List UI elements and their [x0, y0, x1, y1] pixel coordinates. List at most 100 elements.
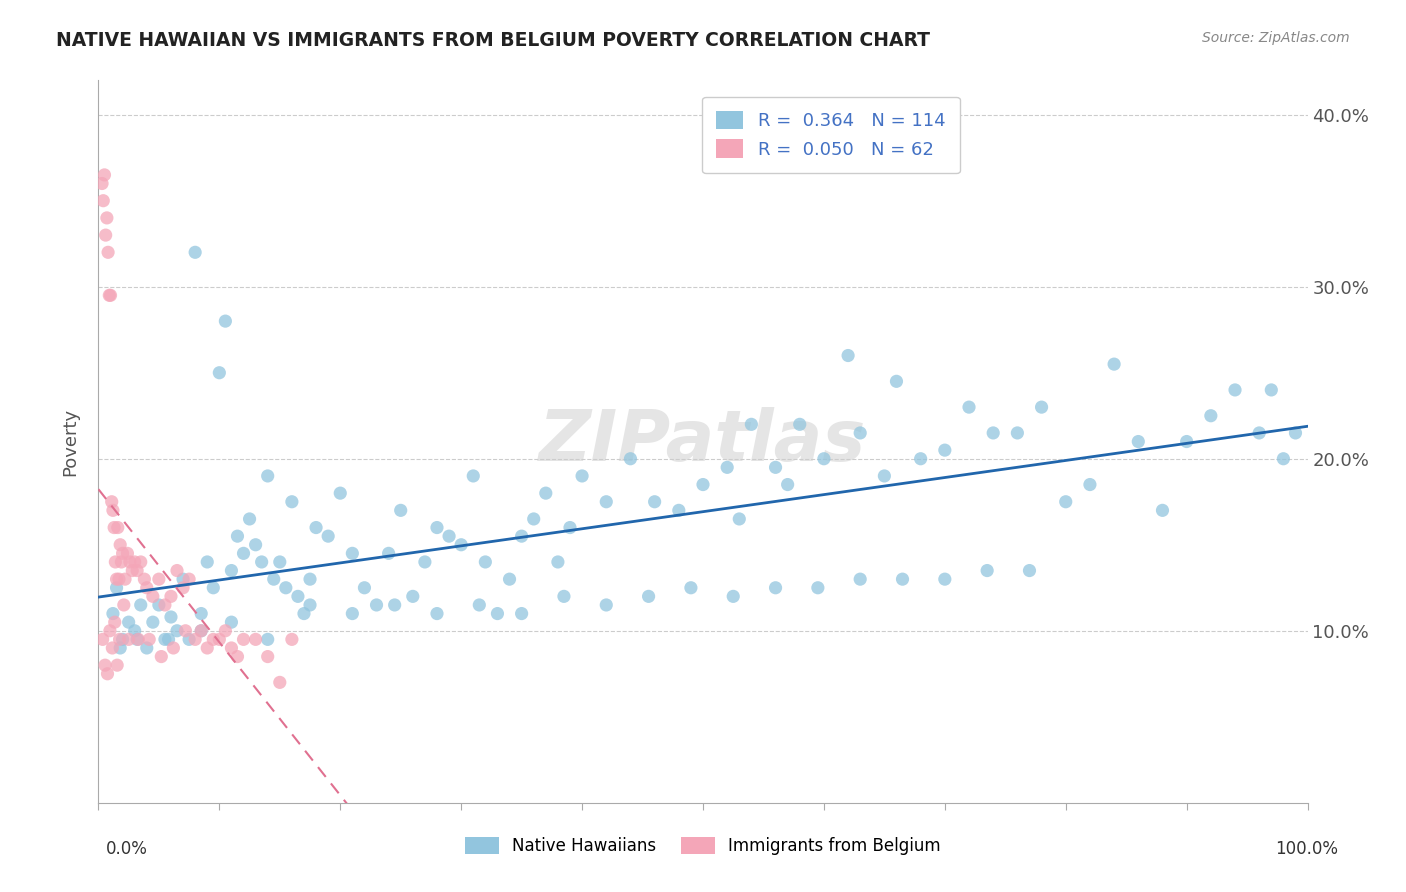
Point: [679, 581, 702, 595]
Point: [299, 572, 322, 586]
Point: [342, 546, 364, 560]
Point: [97, 245, 120, 260]
Point: [1102, 357, 1125, 371]
Point: [474, 555, 496, 569]
Point: [153, 598, 176, 612]
Point: [184, 632, 207, 647]
Point: [723, 590, 745, 604]
Point: [776, 477, 799, 491]
Point: [226, 529, 249, 543]
Point: [292, 607, 315, 621]
Point: [274, 581, 297, 595]
Point: [138, 632, 160, 647]
Point: [118, 632, 141, 647]
Point: [184, 245, 207, 260]
Point: [153, 632, 176, 647]
Point: [269, 675, 291, 690]
Point: [162, 640, 184, 655]
Point: [142, 590, 165, 604]
Point: [256, 469, 278, 483]
Point: [124, 624, 146, 638]
Point: [221, 615, 243, 630]
Point: [1223, 383, 1246, 397]
Point: [94, 658, 117, 673]
Point: [101, 607, 124, 621]
Point: [221, 564, 243, 578]
Point: [117, 546, 139, 560]
Point: [190, 624, 212, 638]
Point: [1199, 409, 1222, 423]
Point: [118, 555, 141, 569]
Point: [263, 572, 285, 586]
Point: [595, 598, 617, 612]
Point: [129, 598, 152, 612]
Point: [402, 590, 425, 604]
Point: [316, 529, 339, 543]
Point: [148, 598, 170, 612]
Point: [873, 469, 896, 483]
Point: [426, 607, 449, 621]
Point: [135, 640, 157, 655]
Point: [765, 460, 787, 475]
Point: [256, 632, 278, 647]
Point: [112, 598, 135, 612]
Point: [765, 581, 787, 595]
Point: [934, 572, 956, 586]
Point: [807, 581, 830, 595]
Point: [190, 607, 212, 621]
Point: [190, 624, 212, 638]
Point: [523, 512, 546, 526]
Point: [384, 598, 406, 612]
Point: [96, 666, 118, 681]
Legend: R =  0.364   N = 114, R =  0.050   N = 62: R = 0.364 N = 114, R = 0.050 N = 62: [702, 96, 960, 173]
Point: [214, 314, 236, 328]
Point: [103, 520, 125, 534]
Point: [450, 538, 472, 552]
Point: [107, 520, 129, 534]
Point: [486, 607, 509, 621]
Point: [269, 555, 291, 569]
Point: [174, 624, 197, 638]
Point: [202, 632, 225, 647]
Point: [111, 632, 134, 647]
Point: [226, 649, 249, 664]
Point: [534, 486, 557, 500]
Point: [1152, 503, 1174, 517]
Point: [157, 632, 180, 647]
Point: [104, 555, 127, 569]
Point: [91, 194, 114, 208]
Point: [124, 555, 146, 569]
Point: [353, 581, 375, 595]
Point: [329, 486, 352, 500]
Y-axis label: Poverty: Poverty: [62, 408, 80, 475]
Point: [105, 581, 128, 595]
Point: [957, 400, 980, 414]
Point: [1249, 425, 1271, 440]
Point: [221, 640, 243, 655]
Point: [981, 425, 1004, 440]
Point: [91, 632, 114, 647]
Point: [91, 177, 114, 191]
Point: [108, 632, 131, 647]
Point: [813, 451, 835, 466]
Text: 100.0%: 100.0%: [1275, 840, 1339, 858]
Point: [740, 417, 762, 432]
Point: [366, 598, 388, 612]
Point: [195, 555, 218, 569]
Point: [239, 512, 262, 526]
Point: [305, 520, 328, 534]
Point: [195, 640, 218, 655]
Point: [619, 451, 641, 466]
Point: [110, 555, 132, 569]
Point: [245, 632, 267, 647]
Point: [891, 572, 914, 586]
Point: [287, 590, 309, 604]
Point: [547, 555, 569, 569]
Point: [558, 520, 581, 534]
Point: [127, 564, 149, 578]
Point: [886, 375, 908, 389]
Point: [728, 512, 751, 526]
Point: [114, 572, 136, 586]
Point: [172, 572, 194, 586]
Point: [413, 555, 436, 569]
